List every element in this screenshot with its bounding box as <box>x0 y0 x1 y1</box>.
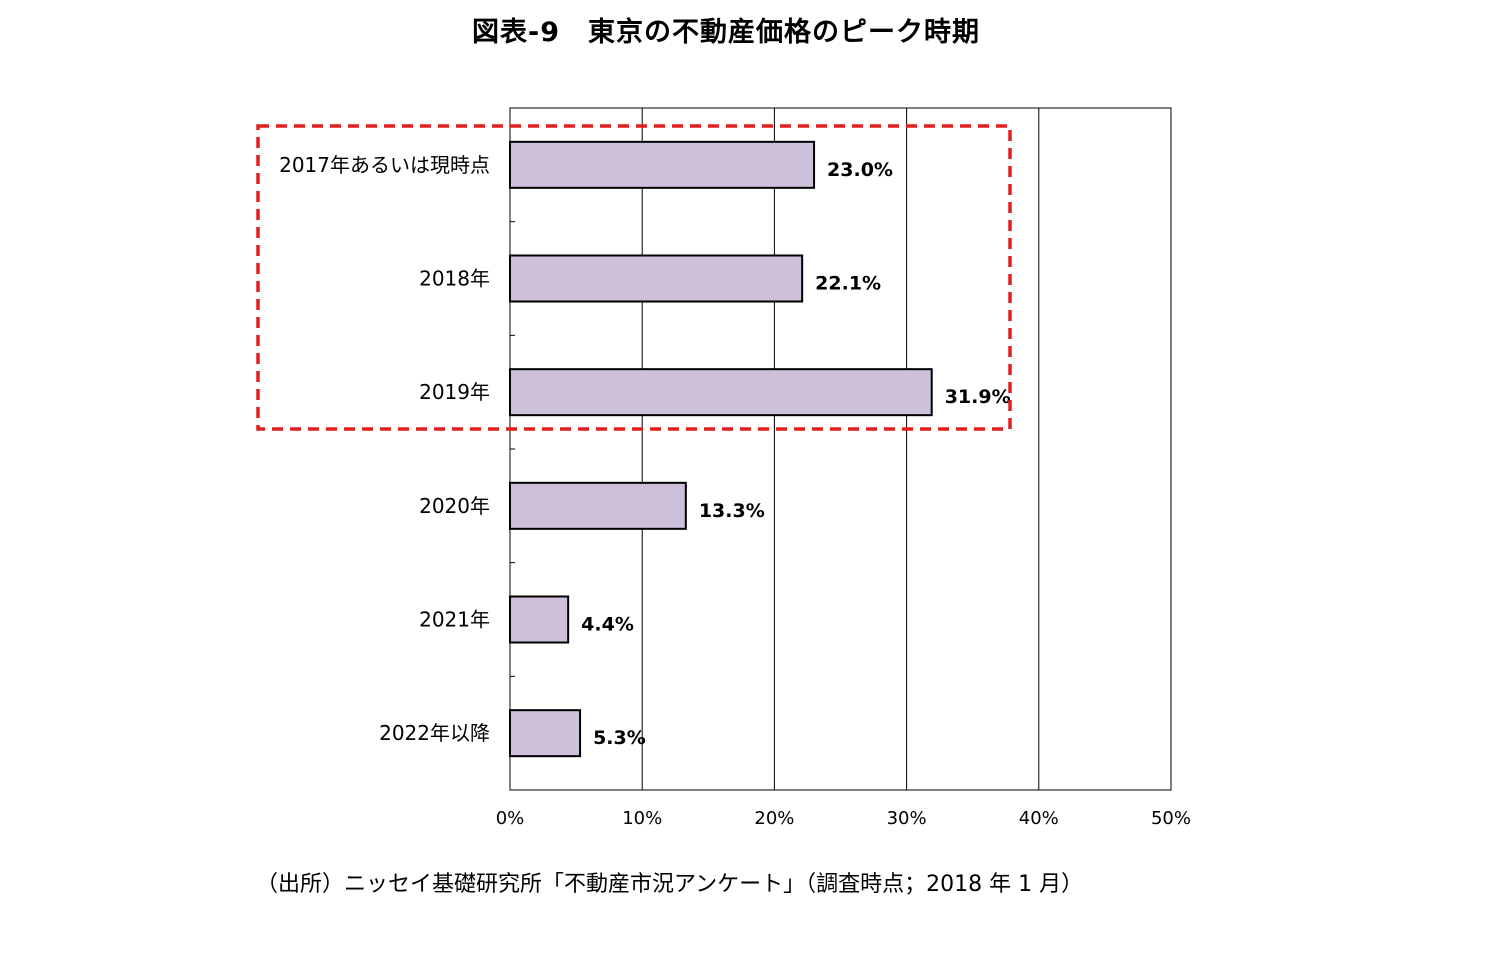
category-label: 2022年以降 <box>379 721 490 745</box>
x-tick-label: 10% <box>622 808 662 829</box>
bar <box>509 595 570 644</box>
bar <box>509 709 582 758</box>
plot-area-frame <box>509 107 1172 791</box>
value-label: 5.3% <box>593 727 646 749</box>
highlight-dashed-box <box>256 124 1012 431</box>
value-label: 4.4% <box>581 614 634 636</box>
category-label: 2020年 <box>419 494 490 518</box>
category-label: 2021年 <box>419 608 490 632</box>
bar <box>509 368 933 417</box>
bar <box>509 481 687 530</box>
chart-source-note: （出所）ニッセイ基礎研究所「不動産市況アンケート」（調査時点；2018 年 1 … <box>256 872 1084 897</box>
bar <box>509 254 804 303</box>
category-label: 2019年 <box>419 380 490 404</box>
x-axis-tick-labels: 0% 10% 20% 30% 40% 50% <box>496 808 1191 829</box>
category-labels: 2017年あるいは現時点 2018年 2019年 2020年 2021年 2022年以降 <box>279 153 490 745</box>
bar <box>509 140 816 189</box>
bars <box>509 140 933 758</box>
value-labels: 23.0% 22.1% 31.9% 13.3% 4.4% 5.3% <box>581 159 1010 749</box>
x-tick-label: 0% <box>496 808 525 829</box>
value-label: 31.9% <box>945 386 1011 408</box>
value-label: 13.3% <box>699 500 765 522</box>
value-label: 23.0% <box>827 159 893 181</box>
category-label: 2017年あるいは現時点 <box>279 153 490 177</box>
category-label: 2018年 <box>419 267 490 291</box>
x-tick-label: 50% <box>1151 808 1191 829</box>
x-tick-label: 20% <box>754 808 794 829</box>
grid-lines <box>510 108 1040 790</box>
chart-title: 図表-9 東京の不動産価格のピーク時期 <box>472 17 980 48</box>
x-tick-label: 30% <box>887 808 927 829</box>
value-label: 22.1% <box>815 273 881 295</box>
x-tick-label: 40% <box>1019 808 1059 829</box>
